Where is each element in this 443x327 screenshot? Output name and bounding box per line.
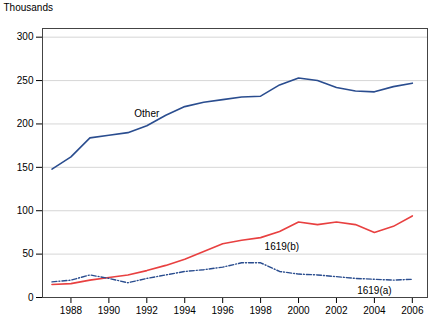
svg-text:150: 150 — [17, 162, 34, 173]
svg-text:1619(a): 1619(a) — [357, 285, 391, 296]
svg-text:250: 250 — [17, 75, 34, 86]
svg-text:1994: 1994 — [174, 305, 197, 316]
svg-text:2004: 2004 — [363, 305, 386, 316]
svg-text:1996: 1996 — [212, 305, 235, 316]
svg-text:1998: 1998 — [249, 305, 272, 316]
svg-text:1990: 1990 — [98, 305, 121, 316]
svg-text:100: 100 — [17, 205, 34, 216]
svg-text:2002: 2002 — [325, 305, 348, 316]
svg-text:Thousands: Thousands — [4, 2, 53, 13]
svg-text:2006: 2006 — [401, 305, 424, 316]
svg-text:Other: Other — [134, 108, 160, 119]
svg-text:200: 200 — [17, 118, 34, 129]
svg-text:50: 50 — [22, 248, 34, 259]
svg-text:1619(b): 1619(b) — [265, 241, 299, 252]
svg-text:2000: 2000 — [287, 305, 310, 316]
svg-text:0: 0 — [28, 292, 34, 303]
svg-text:1992: 1992 — [136, 305, 159, 316]
svg-text:300: 300 — [17, 31, 34, 42]
svg-text:1988: 1988 — [60, 305, 83, 316]
